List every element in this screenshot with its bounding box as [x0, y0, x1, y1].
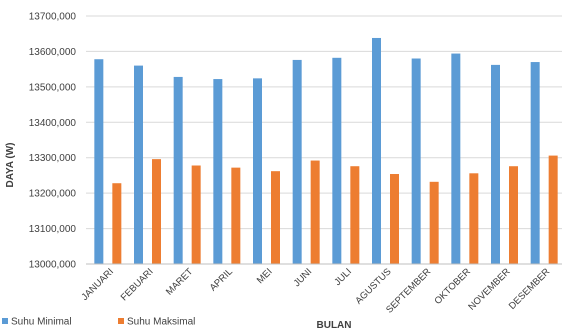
- bar-suhu-minimal: [451, 53, 461, 264]
- x-category-label: MARET: [164, 266, 195, 297]
- bar-suhu-maksimal: [231, 167, 241, 264]
- bar-suhu-minimal: [372, 37, 381, 264]
- y-axis-ticks: 13000,000 13100,000 13200,000 13300,000 1340…: [29, 12, 77, 271]
- bar-suhu-maksimal: [390, 174, 399, 264]
- y-tick-label: 13600,000: [29, 47, 77, 58]
- x-axis-categories: JANUARI FEBUARI MARET APRIL MEI JUNI JULI AGUST…: [79, 266, 552, 315]
- bar-suhu-maksimal: [112, 183, 122, 264]
- x-category-label: OKTOBER: [432, 266, 473, 307]
- y-tick-label: 13000,000: [29, 260, 77, 271]
- y-tick-label: 13200,000: [29, 189, 77, 200]
- bar-suhu-minimal: [94, 59, 104, 265]
- y-axis-title: DAYA (W): [5, 142, 16, 187]
- bar-suhu-minimal: [332, 57, 342, 265]
- bar-suhu-maksimal: [509, 166, 518, 264]
- x-category-label: JUNI: [292, 266, 315, 289]
- bar-suhu-maksimal: [429, 181, 439, 264]
- y-tick-label: 13100,000: [29, 224, 77, 235]
- x-category-label: JANUARI: [79, 266, 116, 303]
- bar-suhu-minimal: [253, 78, 262, 265]
- x-axis-title: BULAN: [317, 320, 352, 331]
- bar-suhu-minimal: [134, 65, 143, 264]
- legend-label: Suhu Minimal: [11, 317, 72, 328]
- x-category-label: NOVEMBER: [466, 266, 512, 312]
- bar-suhu-maksimal: [152, 159, 161, 264]
- bar-suhu-minimal: [173, 76, 183, 265]
- gridlines: [86, 15, 562, 230]
- bar-suhu-minimal: [411, 58, 421, 265]
- legend-swatch: [2, 318, 8, 324]
- legend: Suhu Minimal Suhu Maksimal: [2, 317, 195, 328]
- legend-item: Suhu Minimal: [2, 317, 72, 328]
- x-category-label: MEI: [255, 266, 275, 286]
- bar-suhu-maksimal: [469, 173, 479, 264]
- bar-suhu-minimal: [530, 62, 540, 264]
- bars: [94, 37, 558, 265]
- bar-suhu-maksimal: [310, 160, 320, 264]
- bar-suhu-maksimal: [191, 165, 201, 264]
- legend-label: Suhu Maksimal: [127, 317, 195, 328]
- y-tick-label: 13300,000: [29, 153, 77, 164]
- x-category-label: AGUSTUS: [353, 266, 393, 306]
- legend-swatch: [118, 318, 124, 324]
- y-tick-label: 13500,000: [29, 82, 77, 93]
- bar-suhu-maksimal: [350, 166, 360, 264]
- x-category-label: JULI: [332, 266, 354, 288]
- bar-suhu-maksimal: [548, 155, 558, 264]
- bar-suhu-maksimal: [271, 171, 280, 264]
- bar-suhu-minimal: [491, 64, 500, 265]
- x-category-label: DESEMBER: [507, 266, 553, 312]
- bar-suhu-minimal: [292, 59, 302, 264]
- x-category-label: FEBUARI: [119, 266, 156, 303]
- y-tick-label: 13700,000: [29, 12, 77, 23]
- legend-item: Suhu Maksimal: [118, 317, 195, 328]
- y-tick-label: 13400,000: [29, 118, 77, 129]
- x-category-label: APRIL: [208, 266, 235, 293]
- bar-suhu-minimal: [213, 79, 223, 264]
